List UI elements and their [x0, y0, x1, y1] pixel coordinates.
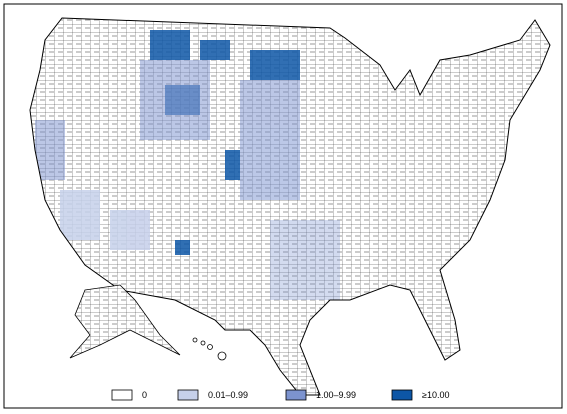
legend-label: 0.01–0.99 — [208, 390, 248, 400]
alaska — [69, 284, 181, 359]
legend: 0 0.01–0.99 1.00–9.99 ≥10.00 — [111, 389, 449, 401]
legend-swatch — [285, 389, 307, 401]
legend-label: 1.00–9.99 — [316, 390, 356, 400]
hawaii — [192, 337, 227, 361]
legend-label: 0 — [142, 390, 147, 400]
legend-label: ≥10.00 — [422, 390, 449, 400]
legend-swatch — [391, 389, 413, 401]
legend-swatch — [177, 389, 199, 401]
legend-swatch — [111, 389, 133, 401]
